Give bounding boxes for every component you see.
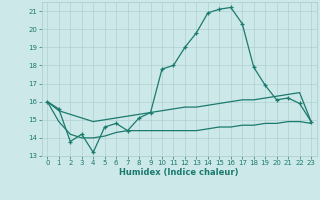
X-axis label: Humidex (Indice chaleur): Humidex (Indice chaleur) bbox=[119, 168, 239, 177]
